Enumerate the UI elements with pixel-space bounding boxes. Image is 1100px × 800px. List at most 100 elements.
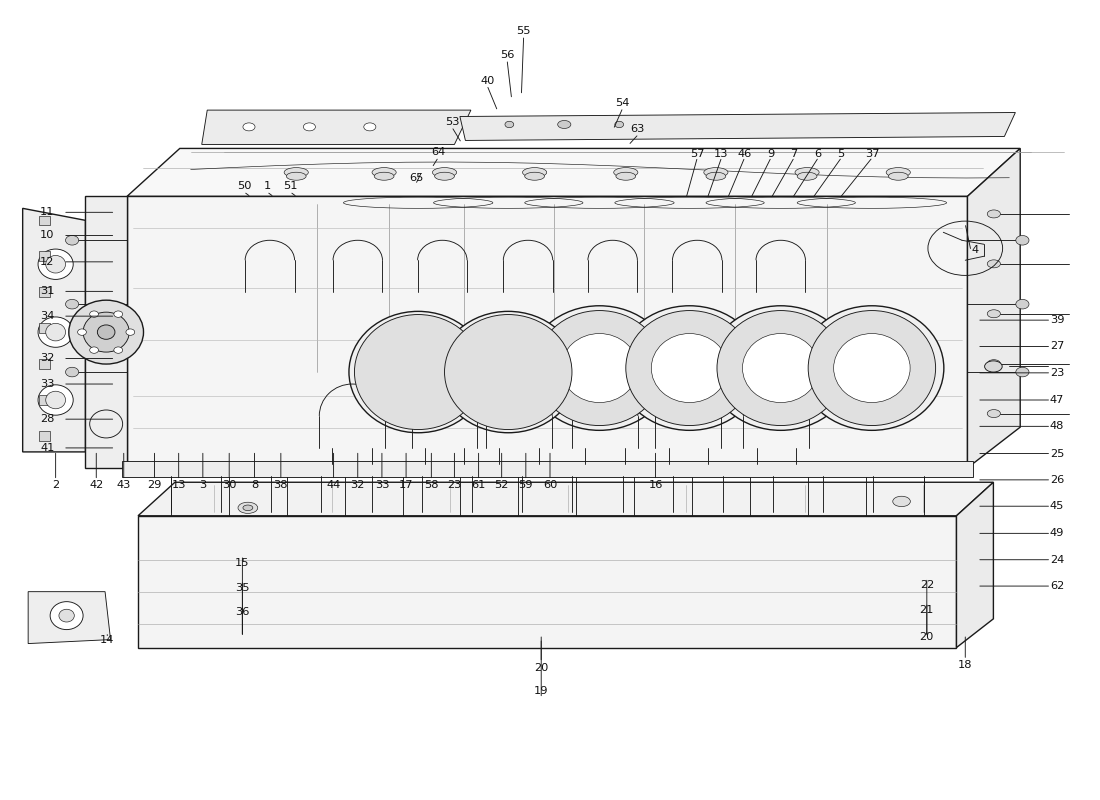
Ellipse shape [372,168,396,177]
Text: 42: 42 [89,480,103,490]
Text: 11: 11 [41,207,55,218]
Text: 27: 27 [1049,342,1064,351]
Text: 38: 38 [274,480,288,490]
Ellipse shape [374,172,394,180]
Ellipse shape [78,329,87,335]
Ellipse shape [987,410,1000,418]
Ellipse shape [798,172,817,180]
Ellipse shape [834,334,910,402]
Text: 41: 41 [41,443,55,453]
Text: 2: 2 [52,480,59,490]
Ellipse shape [114,311,122,318]
Ellipse shape [46,323,66,341]
Text: 16: 16 [648,480,662,490]
Ellipse shape [98,325,114,339]
Text: eurospares: eurospares [568,358,708,378]
Text: 44: 44 [327,480,341,490]
Text: 17: 17 [399,480,414,490]
Text: 12: 12 [41,257,55,267]
Polygon shape [957,482,993,647]
Text: 21: 21 [920,605,934,615]
Ellipse shape [39,317,74,347]
Text: 20: 20 [920,632,934,642]
Text: 23: 23 [1049,368,1064,378]
Bar [138,516,957,647]
Ellipse shape [46,391,66,409]
Text: 63: 63 [630,124,645,134]
Text: 10: 10 [41,230,55,241]
Text: 45: 45 [1049,502,1064,511]
Ellipse shape [626,310,754,426]
Ellipse shape [708,306,852,430]
Polygon shape [86,196,126,468]
Text: 14: 14 [100,634,114,645]
Ellipse shape [1015,235,1028,245]
Text: 4: 4 [971,245,979,255]
Ellipse shape [987,210,1000,218]
Ellipse shape [51,602,84,630]
Ellipse shape [84,312,129,352]
Text: 58: 58 [425,480,439,490]
Text: 23: 23 [448,480,462,490]
Text: 53: 53 [446,117,460,127]
Polygon shape [968,149,1020,468]
Ellipse shape [505,122,514,128]
Ellipse shape [46,255,66,273]
Ellipse shape [987,310,1000,318]
Text: eurospares: eurospares [568,206,708,226]
Text: 50: 50 [238,181,252,191]
Bar [40,359,51,369]
Ellipse shape [69,300,143,364]
Ellipse shape [651,334,728,402]
Ellipse shape [536,310,663,426]
Ellipse shape [434,172,454,180]
Text: 54: 54 [615,98,629,108]
Text: 24: 24 [1049,554,1064,565]
Text: 59: 59 [518,480,534,490]
Ellipse shape [354,314,482,430]
Text: 47: 47 [1049,395,1064,405]
Text: 33: 33 [41,379,55,389]
Ellipse shape [39,249,74,279]
Text: eurospares: eurospares [172,534,312,554]
Text: 18: 18 [958,660,972,670]
Ellipse shape [614,168,638,177]
Polygon shape [29,592,111,643]
Text: 13: 13 [714,149,728,159]
Text: 48: 48 [1049,422,1064,431]
Ellipse shape [800,306,944,430]
Ellipse shape [808,310,936,426]
Ellipse shape [522,168,547,177]
Bar [121,462,974,478]
Ellipse shape [238,502,257,514]
Text: 28: 28 [41,414,55,424]
Ellipse shape [889,172,909,180]
Ellipse shape [887,168,911,177]
Polygon shape [201,110,471,145]
Ellipse shape [987,260,1000,268]
Ellipse shape [286,172,306,180]
Polygon shape [138,482,993,516]
Text: 57: 57 [690,149,704,159]
Text: 37: 37 [865,149,879,159]
Ellipse shape [432,168,456,177]
Ellipse shape [125,329,134,335]
Ellipse shape [525,172,544,180]
Text: 36: 36 [235,607,250,618]
Ellipse shape [243,505,253,510]
Ellipse shape [1015,299,1028,309]
Ellipse shape [304,123,316,131]
Text: 55: 55 [516,26,531,36]
Polygon shape [126,149,1020,196]
Text: 32: 32 [351,480,365,490]
Ellipse shape [444,314,572,430]
Ellipse shape [742,334,818,402]
Ellipse shape [706,172,726,180]
Text: 65: 65 [409,173,424,183]
Bar [40,215,51,225]
Text: 25: 25 [1049,449,1064,458]
Ellipse shape [617,306,761,430]
Ellipse shape [717,310,845,426]
Ellipse shape [90,347,99,354]
Text: 6: 6 [814,149,822,159]
